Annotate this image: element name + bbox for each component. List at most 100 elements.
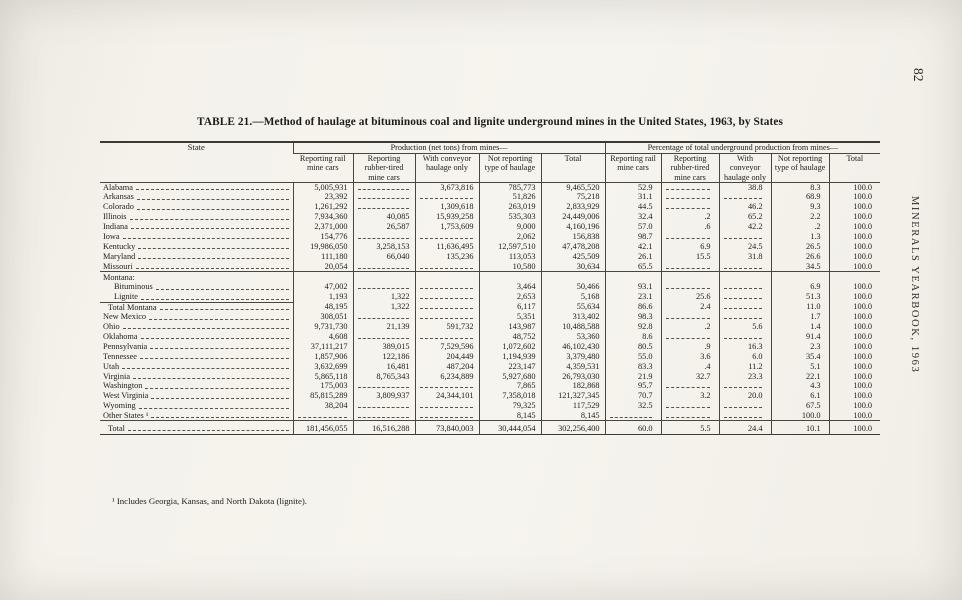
percentage-value: 6.1 (770, 391, 830, 402)
production-value: 591,732 (414, 322, 479, 332)
production-value (292, 411, 353, 421)
production-value: 75,218 (540, 192, 606, 203)
percentage-value: 31.8 (718, 251, 772, 262)
percentage-value (828, 271, 881, 283)
percentage-value: 26.1 (604, 251, 662, 262)
state-label: Montana: (103, 273, 135, 283)
group-header-row: State Production (net tons) from mines— … (100, 142, 881, 183)
no-data-dashes (723, 303, 762, 310)
percentage-value: 100.0 (828, 341, 881, 352)
percentage-value: 32.4 (604, 212, 662, 223)
percentage-value: 8.6 (604, 331, 662, 342)
table-row: Other States ¹ 8,145 8,145 100.0 100.0 (100, 411, 881, 421)
percentage-value: 35.4 (770, 351, 830, 362)
production-value: 7,358,018 (478, 391, 541, 402)
state-label: Maryland (103, 251, 136, 261)
state-label: Washington (103, 381, 143, 391)
percentage-value (718, 312, 772, 323)
no-data-dashes (665, 313, 710, 320)
percentage-value: 100.0 (828, 411, 881, 421)
book-side-title: MINERALS YEARBOOK, 1963 (909, 196, 920, 374)
production-value: 1,322 (352, 302, 415, 313)
percentage-value: 100.0 (828, 312, 881, 323)
state-label: Other States ¹ (103, 411, 149, 421)
state-label: West Virginia (103, 391, 149, 401)
production-value (414, 282, 479, 293)
production-value: 79,325 (478, 401, 541, 412)
production-value (352, 202, 415, 213)
percentage-value: 6.9 (660, 241, 720, 252)
percentage-value: 8.3 (770, 182, 830, 193)
percentage-value: 83.3 (604, 361, 662, 372)
haulage-table: State Production (net tons) from mines— … (100, 141, 881, 436)
percentage-value (718, 292, 772, 303)
no-data-dashes (357, 263, 409, 269)
no-data-dashes (665, 412, 710, 419)
percentage-value: 65.5 (604, 261, 662, 272)
state-label: Oklahoma (103, 331, 138, 341)
production-value: 313,402 (540, 312, 606, 323)
percentage-value: 26.6 (770, 251, 830, 262)
production-value: 5,927,680 (478, 371, 541, 382)
production-value: 156,838 (540, 231, 606, 242)
percentage-value: 86.6 (604, 302, 662, 313)
no-data-dashes (419, 303, 473, 310)
no-data-dashes (357, 382, 409, 389)
production-value: 3,809,937 (352, 391, 415, 402)
table-row: Kentucky 19,986,050 3,258,153 11,636,495 12,… (100, 241, 881, 252)
production-value: 7,529,596 (414, 341, 479, 352)
column-header: Reporting rubber-tired mine cars (660, 153, 720, 183)
no-data-dashes (723, 412, 762, 419)
no-data-dashes (357, 233, 409, 239)
percentage-value (604, 271, 662, 283)
table-row: Colorado 1,261,292 1,309,618 263,019 2,833,9… (100, 202, 881, 213)
production-value: 2,371,000 (292, 222, 353, 232)
no-data-dashes (419, 313, 473, 320)
no-data-dashes (357, 203, 409, 210)
column-header: Reporting rail mine cars (604, 153, 662, 183)
production-value: 3,379,480 (540, 351, 606, 362)
production-value: 111,180 (292, 251, 353, 262)
percentage-value: 32.7 (660, 371, 720, 382)
production-value (414, 411, 479, 421)
production-value: 182,868 (540, 381, 606, 392)
production-value: 1,194,939 (478, 351, 541, 362)
percentage-value (718, 282, 772, 293)
table-row: West Virginia 85,815,289 3,809,937 24,344,1… (100, 391, 881, 402)
percentage-value: 92.8 (604, 322, 662, 332)
production-value: 55,634 (540, 302, 606, 313)
production-value: 21,139 (352, 322, 415, 332)
production-value (352, 271, 415, 283)
state-label: Total Montana (108, 302, 157, 312)
percentage-value: 52.9 (604, 182, 662, 193)
percentage-value: 23.3 (718, 371, 772, 382)
state-label: New Mexico (103, 312, 147, 322)
percentage-value (660, 202, 720, 213)
production-group-header: Production (net tons) from mines— (292, 142, 606, 154)
production-value (414, 312, 479, 323)
production-value: 26,793,030 (540, 371, 606, 382)
percentage-value (660, 282, 720, 293)
percentage-value (660, 231, 720, 242)
no-data-dashes (723, 193, 762, 200)
production-value: 73,840,003 (414, 420, 479, 435)
percentage-value (718, 192, 772, 203)
production-value: 7,865 (478, 381, 541, 392)
percentage-value: 100.0 (828, 212, 881, 223)
no-data-dashes (723, 333, 762, 339)
dotted-leader (135, 268, 289, 270)
state-label: Lignite (114, 292, 138, 302)
dotted-leader (140, 338, 289, 340)
table-row: Indiana 2,371,000 26,587 1,753,609 9,000 4,16… (100, 222, 881, 232)
production-value: 4,608 (292, 331, 353, 342)
table-row: Iowa 154,776 2,062 156,838 98.7 1.3 100.0 (100, 231, 881, 242)
percentage-value: 100.0 (828, 282, 881, 293)
production-value: 135,236 (414, 251, 479, 262)
percentage-value: 15.5 (660, 251, 720, 262)
percentage-value (660, 182, 720, 193)
no-data-dashes (665, 203, 710, 210)
percentage-value: .6 (660, 222, 720, 232)
table-row: Lignite 1,193 1,322 2,653 5,168 23.1 25.6 51.3 1… (100, 292, 881, 303)
percentage-value (718, 261, 772, 272)
